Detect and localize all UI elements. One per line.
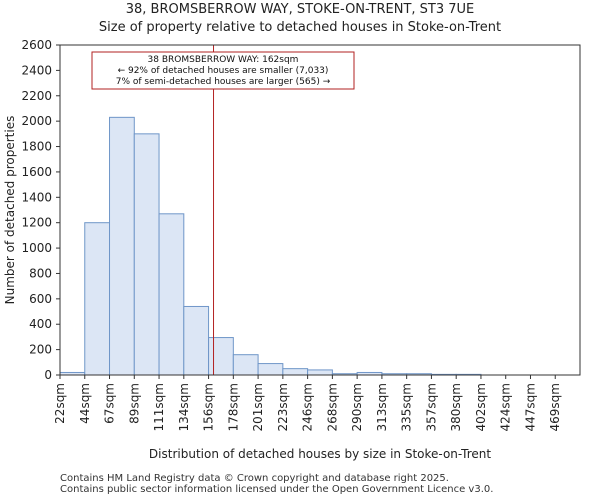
x-tick-label: 424sqm	[499, 383, 513, 431]
y-tick-label: 2600	[21, 38, 52, 52]
y-tick-label: 1200	[21, 216, 52, 230]
x-tick-label: 89sqm	[127, 383, 141, 424]
x-tick-label: 447sqm	[523, 383, 537, 431]
annotation-box	[91, 51, 355, 90]
x-tick-label: 469sqm	[548, 383, 562, 431]
histogram-bar	[84, 222, 111, 376]
x-axis-label: Distribution of detached houses by size …	[149, 447, 491, 461]
x-tick-label: 335sqm	[400, 383, 414, 431]
histogram-bar	[158, 213, 185, 376]
y-tick-label: 2400	[21, 63, 52, 77]
x-tick-label: 246sqm	[301, 383, 315, 431]
y-tick-label: 2200	[21, 89, 52, 103]
y-tick-label: 2000	[21, 114, 52, 128]
chart-subtitle: Size of property relative to detached ho…	[98, 20, 502, 35]
x-tick-label: 178sqm	[226, 383, 240, 431]
x-tick-label: 67sqm	[103, 383, 117, 424]
footer-copyright: Contains HM Land Registry data © Crown c…	[60, 473, 449, 484]
x-tick-label: 134sqm	[177, 383, 191, 431]
histogram-bar	[208, 337, 234, 376]
y-tick-label: 800	[29, 266, 52, 280]
annotation-line-3: 7% of semi-detached houses are larger (5…	[116, 77, 331, 87]
x-tick-label: 268sqm	[325, 383, 339, 431]
histogram-bar	[183, 305, 210, 376]
y-tick-label: 1000	[21, 241, 52, 255]
histogram-bar	[133, 133, 160, 376]
x-tick-label: 201sqm	[251, 383, 265, 431]
y-tick-label: 1400	[21, 190, 52, 204]
y-tick-label: 1800	[21, 140, 52, 154]
histogram-bar	[282, 368, 309, 376]
footer-licence: Contains public sector information licen…	[60, 484, 494, 495]
y-tick-label: 200	[29, 343, 52, 357]
x-tick-label: 44sqm	[78, 383, 92, 424]
x-tick-label: 22sqm	[53, 383, 67, 424]
y-tick-label: 0	[44, 368, 52, 382]
histogram-bar	[257, 363, 284, 376]
x-tick-label: 357sqm	[424, 383, 438, 431]
x-tick-label: 402sqm	[474, 383, 488, 431]
histogram-bar	[307, 369, 333, 376]
histogram-bar	[232, 354, 259, 376]
chart-title: 38, BROMSBERROW WAY, STOKE-ON-TRENT, ST3…	[125, 2, 475, 17]
y-tick-label: 1600	[21, 165, 52, 179]
annotation-line-1: 38 BROMSBERROW WAY: 162sqm	[148, 55, 299, 65]
x-tick-label: 223sqm	[276, 383, 290, 431]
y-tick-label: 400	[29, 317, 52, 331]
y-tick-label: 600	[29, 292, 52, 306]
x-tick-label: 290sqm	[350, 383, 364, 431]
plot-frame	[59, 44, 581, 376]
x-tick-label: 111sqm	[152, 383, 166, 431]
x-tick-label: 156sqm	[202, 383, 216, 431]
x-tick-label: 313sqm	[375, 383, 389, 431]
histogram-bar	[109, 116, 135, 376]
annotation-line-2: ← 92% of detached houses are smaller (7,…	[118, 66, 329, 76]
x-tick-label: 380sqm	[449, 383, 463, 431]
y-axis-label: Number of detached properties	[3, 116, 17, 305]
